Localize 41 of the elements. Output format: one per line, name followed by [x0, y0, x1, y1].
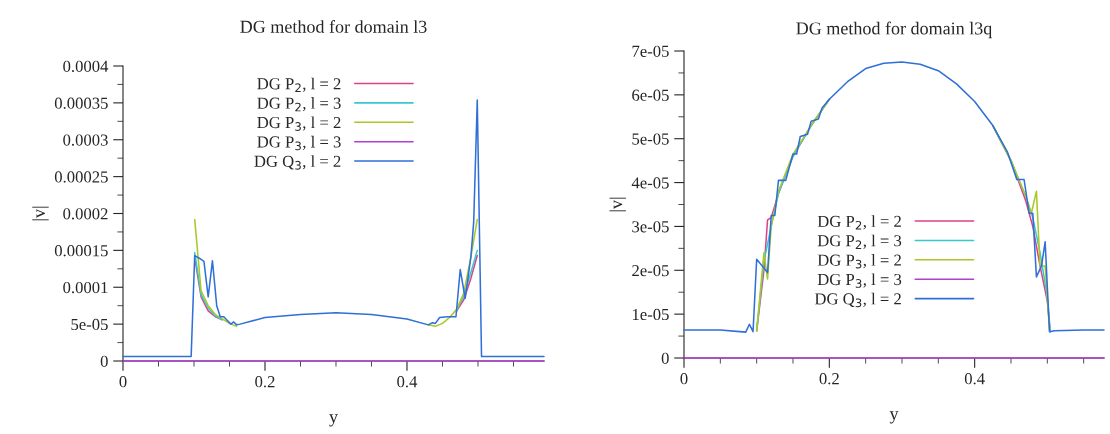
y-tick-label: 0.00035 — [54, 97, 108, 109]
y-tick-label: 0.0001 — [63, 281, 108, 294]
x-tick-label: 0.2 — [255, 376, 275, 388]
y-tick-label: 0.00025 — [54, 171, 108, 183]
x-tick-label: 0 — [119, 376, 127, 388]
chart-title: DG method for domain l3q — [796, 21, 992, 39]
x-tick-label: 0.4 — [964, 373, 985, 385]
legend-label: DG P$_{2}$, l = 3 — [257, 97, 341, 112]
y-tick-label: 2e-05 — [632, 264, 669, 277]
legend-label: DG P$_{2}$, l = 3 — [817, 234, 902, 249]
y-tick-label: 0 — [661, 352, 669, 364]
y-tick-label: 3e-05 — [632, 221, 669, 233]
legend-label: DG P$_{3}$, l = 2 — [817, 254, 901, 269]
legend-label: DG Q$_{3}$, l = 2 — [814, 292, 901, 308]
y-tick-label: 7e-05 — [632, 45, 669, 57]
legend-label: DG P$_{3}$, l = 3 — [257, 135, 341, 151]
x-tick-label: 0 — [680, 373, 688, 385]
y-tick-label: 0.0003 — [63, 134, 108, 146]
y-tick-label: 5e-05 — [632, 133, 669, 145]
legend-label: DG Q$_{3}$, l = 2 — [254, 155, 341, 170]
legend-label: DG P$_{3}$, l = 3 — [817, 273, 902, 288]
x-axis-title: y — [329, 414, 338, 427]
chart-title: DG method for domain l3 — [240, 19, 427, 33]
legend-label: DG P$_{3}$, l = 2 — [257, 116, 341, 131]
y-tick-label: 0.00015 — [54, 245, 108, 257]
y-tick-label: 0.0004 — [63, 60, 109, 73]
y-axis-title: |v| — [609, 197, 626, 212]
x-axis-title: y — [889, 411, 899, 424]
y-tick-label: 6e-05 — [632, 89, 669, 101]
line-series — [122, 99, 545, 358]
y-tick-label: 5e-05 — [71, 318, 108, 331]
legend-label: DG P$_{2}$, l = 2 — [257, 77, 341, 92]
y-tick-label: 1e-05 — [632, 308, 669, 321]
y-tick-label: 0.0002 — [63, 208, 108, 220]
line-series — [683, 61, 1105, 333]
legend-label: DG P$_{2}$, l = 2 — [817, 215, 901, 230]
y-axis-title: |v| — [32, 206, 49, 221]
y-tick-label: 4e-05 — [631, 177, 669, 189]
x-tick-label: 0.4 — [397, 376, 418, 388]
y-tick-label: 0 — [100, 355, 108, 367]
x-tick-label: 0.2 — [819, 373, 839, 385]
